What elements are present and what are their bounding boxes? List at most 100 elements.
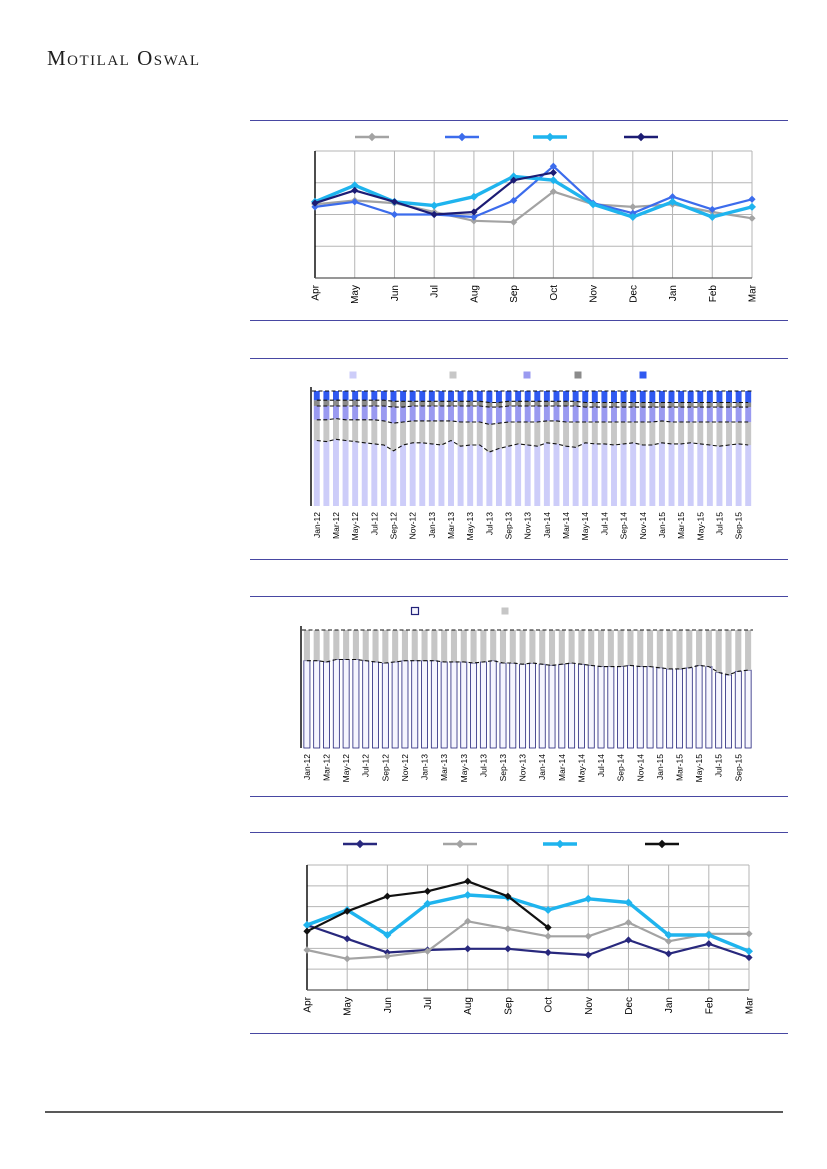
bar-segment-lavender-segment bbox=[342, 440, 349, 506]
chart-1-x-tick-labels: Apr May Jun Jul Aug Sep Oct Nov Dec Jan Feb Mar bbox=[311, 284, 759, 304]
bar-segment-gray-segment bbox=[382, 630, 389, 664]
x-tick-label: Jul-12 bbox=[361, 754, 371, 777]
series-markers-black-line bbox=[303, 877, 552, 935]
legend-swatch-dark-gray-segment bbox=[574, 371, 582, 379]
bar-segment-lavender-segment bbox=[726, 445, 732, 506]
bar-segment-dark-gray-segment bbox=[390, 401, 397, 408]
bar-segment-dark-gray-segment bbox=[486, 402, 493, 408]
bar-segment-lavender-segment bbox=[620, 443, 627, 506]
bar-segment-light-gray-segment bbox=[419, 420, 426, 443]
bar-segment-gray-segment bbox=[421, 630, 428, 661]
bar-segment-light-gray-segment bbox=[428, 420, 435, 444]
bar-segment-light-gray-segment bbox=[591, 422, 598, 444]
bar-segment-periwinkle-segment bbox=[601, 407, 608, 423]
bar-segment-lavender-segment bbox=[658, 442, 665, 506]
bar-segment-bright-blue-segment bbox=[563, 391, 570, 402]
chart-block-3: Jan-12 Mar-12 May-12 Jul-12 Sep-12 Nov-12 Jan-… bbox=[250, 596, 788, 797]
bar-segment-lavender-segment bbox=[371, 443, 378, 506]
chart-2-svg: Jan-12 Mar-12 May-12 Jul-12 Sep-12 Nov-12 Jan-… bbox=[310, 371, 753, 541]
bar-segment-bright-blue-segment bbox=[371, 391, 378, 401]
x-tick-label: Sep-15 bbox=[733, 754, 743, 782]
x-tick-label: May bbox=[350, 285, 361, 304]
stacked-bar-chart-five-series: Jan-12 Mar-12 May-12 Jul-12 Sep-12 Nov-12 Jan-… bbox=[250, 359, 788, 559]
bar-segment-lavender-segment bbox=[448, 440, 454, 506]
bar-segment-dark-gray-segment bbox=[323, 400, 330, 406]
bar-segment-lavender-segment bbox=[687, 442, 694, 506]
x-tick-label: Aug bbox=[463, 997, 474, 1015]
bar-segment-lavender-segment bbox=[333, 439, 339, 506]
bar-segment-dark-gray-segment bbox=[543, 401, 550, 406]
bar-segment-periwinkle-segment bbox=[400, 407, 407, 423]
bar-segment-gray-segment bbox=[588, 630, 595, 666]
bar-segment-light-gray-segment bbox=[467, 422, 474, 446]
bar-segment-bright-blue-segment bbox=[735, 391, 742, 403]
bar-segment-bright-blue-segment bbox=[467, 391, 474, 402]
bar-segment-gray-segment bbox=[470, 630, 477, 664]
bar-segment-gray-segment bbox=[539, 630, 546, 665]
chart-1-svg: Apr May Jun Jul Aug Sep Oct Nov Dec Jan Feb Mar bbox=[311, 132, 759, 304]
bar-segment-periwinkle-segment bbox=[323, 405, 330, 420]
bar-segment-periwinkle-segment bbox=[706, 407, 713, 423]
x-tick-label: May-15 bbox=[695, 512, 705, 541]
bar-segment-periwinkle-segment bbox=[543, 405, 550, 421]
bar-segment-outlined-white-segment bbox=[470, 662, 478, 749]
bar-segment-lavender-segment bbox=[428, 443, 435, 506]
bar-segment-gray-segment bbox=[548, 630, 556, 666]
x-tick-label: Mar-13 bbox=[446, 512, 456, 539]
x-tick-label: May-12 bbox=[341, 754, 351, 783]
x-tick-label: Apr bbox=[303, 996, 314, 1012]
bar-segment-light-gray-segment bbox=[524, 422, 531, 446]
bar-segment-bright-blue-segment bbox=[342, 391, 349, 401]
bar-segment-gray-segment bbox=[392, 630, 399, 662]
x-tick-label: Jun bbox=[383, 997, 394, 1013]
bar-segment-gray-segment bbox=[313, 630, 320, 661]
bar-segment-outlined-white-segment bbox=[676, 668, 683, 749]
bar-segment-dark-gray-segment bbox=[361, 400, 368, 406]
bar-segment-dark-gray-segment bbox=[476, 401, 483, 406]
bar-segment-lavender-segment bbox=[390, 450, 397, 506]
bar-segment-lavender-segment bbox=[716, 446, 723, 506]
bar-segment-dark-gray-segment bbox=[697, 402, 704, 408]
bar-segment-gray-segment bbox=[735, 630, 742, 672]
dashed-boundary-line bbox=[306, 658, 749, 676]
bar-segment-periwinkle-segment bbox=[419, 405, 426, 421]
chart-3-bars bbox=[303, 630, 752, 749]
bar-segment-outlined-white-segment bbox=[538, 663, 546, 749]
bar-segment-dark-gray-segment bbox=[678, 402, 685, 408]
bar-segment-bright-blue-segment bbox=[495, 391, 502, 403]
bar-segment-dark-gray-segment bbox=[582, 402, 589, 408]
chart-block-1: Apr May Jun Jul Aug Sep Oct Nov Dec Jan Feb Mar bbox=[250, 120, 788, 321]
bar-segment-outlined-white-segment bbox=[597, 666, 605, 749]
legend-diamond-black-line bbox=[657, 839, 667, 849]
chart-4-svg: Apr May Jun Jul Aug Sep Oct Nov Dec Jan Feb Mar bbox=[303, 839, 756, 1016]
x-tick-label: Jan-15 bbox=[657, 512, 667, 538]
series-markers-royal-blue-line bbox=[311, 162, 756, 221]
chart-3-legend bbox=[410, 606, 509, 616]
bar-segment-bright-blue-segment bbox=[543, 391, 550, 402]
bar-segment-dark-gray-segment bbox=[611, 402, 617, 408]
x-tick-label: Sep-12 bbox=[380, 754, 390, 782]
bar-segment-lavender-segment bbox=[313, 440, 320, 506]
bar-segment-gray-segment bbox=[411, 630, 418, 661]
bar-segment-dark-gray-segment bbox=[706, 402, 713, 408]
bar-segment-periwinkle-segment bbox=[687, 407, 694, 423]
bar-segment-bright-blue-segment bbox=[611, 391, 617, 403]
bar-segment-bright-blue-segment bbox=[505, 391, 512, 402]
x-tick-label: May-14 bbox=[576, 754, 586, 783]
bar-segment-bright-blue-segment bbox=[323, 391, 330, 401]
x-tick-label: Jun bbox=[390, 285, 401, 301]
x-tick-label: Jan-14 bbox=[542, 512, 552, 538]
x-tick-label: Jul-15 bbox=[714, 512, 724, 535]
legend-swatch-periwinkle-segment bbox=[523, 371, 531, 379]
bar-segment-outlined-white-segment bbox=[401, 660, 409, 749]
bar-segment-lavender-segment bbox=[649, 445, 656, 506]
x-tick-label: Sep bbox=[509, 285, 520, 303]
bar-segment-outlined-white-segment bbox=[391, 661, 399, 749]
bar-segment-bright-blue-segment bbox=[639, 391, 646, 403]
bar-segment-light-gray-segment bbox=[495, 423, 502, 449]
bar-segment-lavender-segment bbox=[505, 446, 512, 506]
bar-segment-gray-segment bbox=[460, 630, 467, 662]
bar-segment-dark-gray-segment bbox=[649, 402, 656, 408]
x-tick-label: May-15 bbox=[694, 754, 704, 783]
bar-segment-gray-segment bbox=[607, 630, 614, 667]
